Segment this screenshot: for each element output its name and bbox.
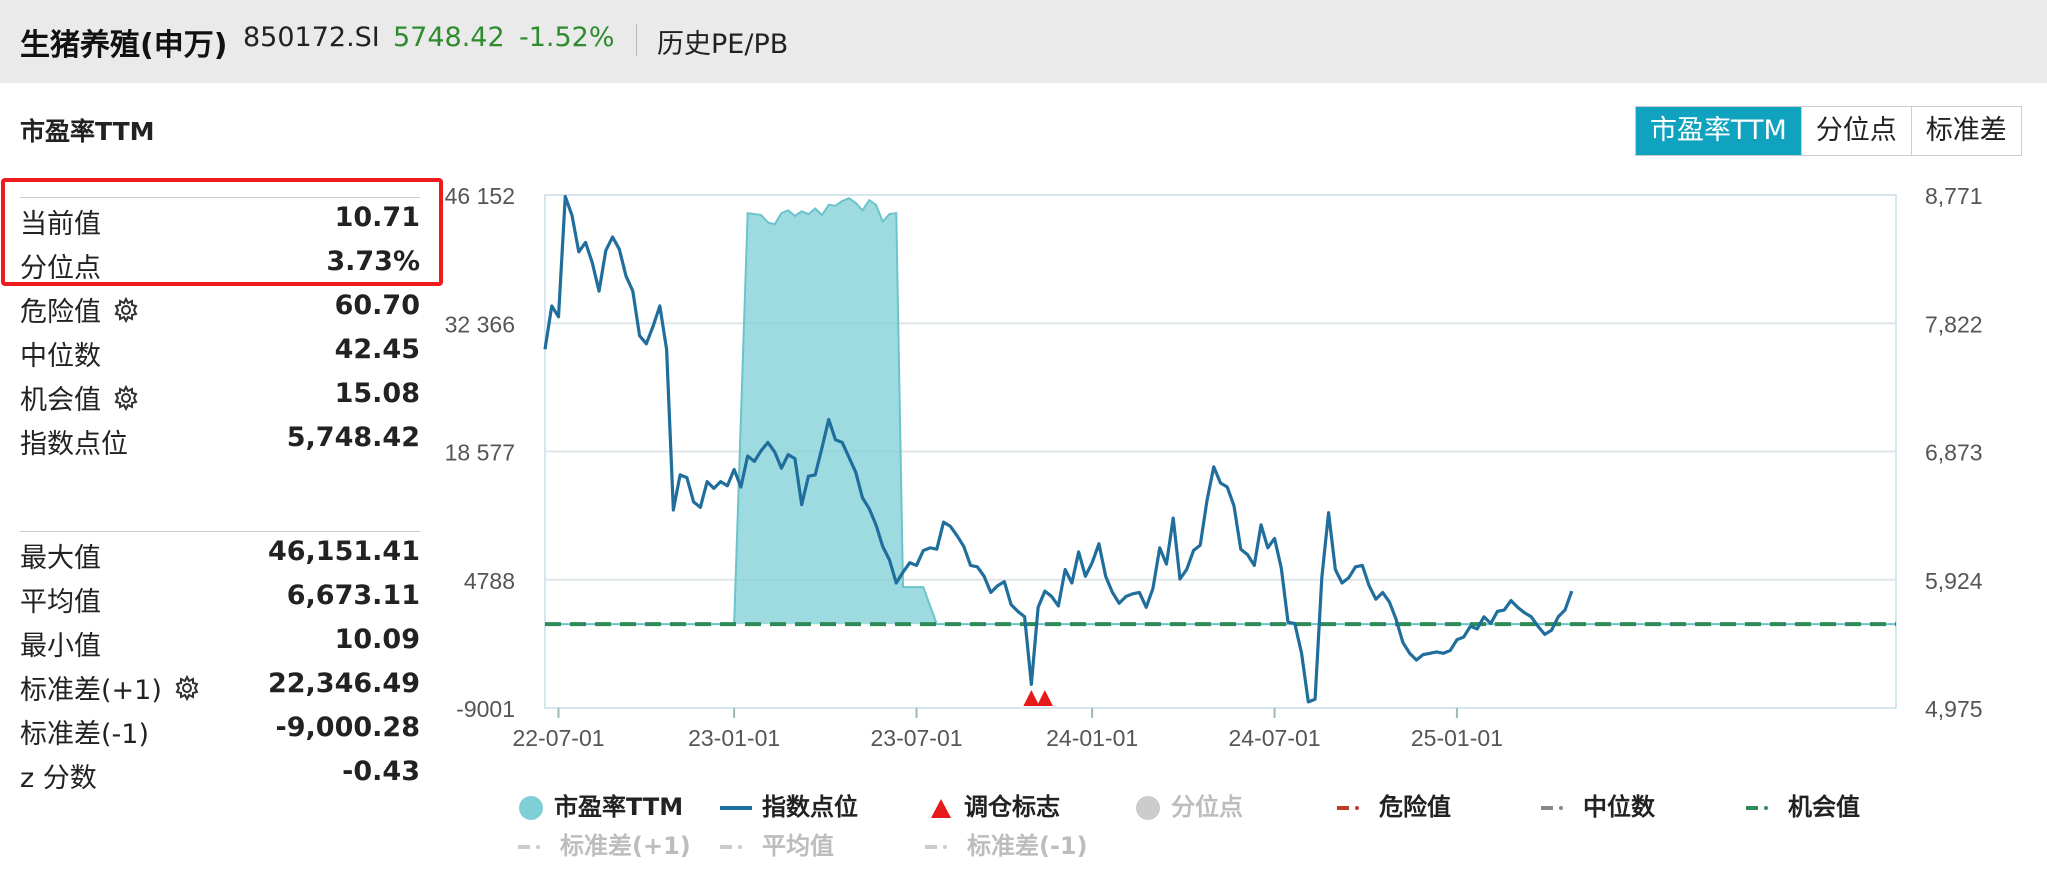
pe-area-outline (545, 197, 1897, 626)
legend-label: 分位点 (1171, 793, 1243, 821)
settings-gear-icon[interactable] (174, 674, 200, 708)
x-tick-label: 23-01-01 (688, 725, 780, 751)
stat-row: 平均值 6,673.11 (20, 576, 420, 618)
y-left-tick-label: 32 366 (445, 311, 515, 337)
rebalance-marker (1023, 690, 1040, 706)
stat-value: 10.09 (334, 624, 420, 655)
x-tick-label: 25-01-01 (1411, 725, 1503, 751)
stat-label: 危险值 (20, 290, 139, 330)
legend-label: 平均值 (762, 832, 834, 860)
y-left-tick-label: 4788 (464, 568, 515, 594)
stat-row: 标准差(-1) -9,000.28 (20, 708, 420, 750)
stat-value: 15.08 (334, 378, 420, 409)
stat-row: 当前值 10.71 (20, 198, 420, 240)
stat-value: -0.43 (342, 756, 420, 787)
stats-bottom-divider (20, 531, 420, 532)
stat-label: 指数点位 (20, 429, 128, 460)
stat-label: 标准差(-1) (20, 719, 149, 750)
legend-item[interactable]: 危险值 (1337, 787, 1451, 822)
x-tick-label: 22-07-01 (512, 725, 604, 751)
stat-row: 危险值 60.70 (20, 286, 420, 328)
tab-pe-ttm[interactable]: 市盈率TTM (1636, 107, 1801, 155)
legend-item[interactable]: 调仓标志 (928, 787, 1060, 822)
y-right-tick-label: 5,924 (1925, 568, 1983, 594)
page-subtitle[interactable]: 历史PE/PB (657, 29, 789, 60)
legend-label: 中位数 (1583, 793, 1655, 821)
stat-label: 机会值 (20, 378, 139, 418)
settings-gear-icon[interactable] (113, 296, 139, 330)
header-bar: 生猪养殖(申万) 850172.SI 5748.42 -1.52% 历史PE/P… (0, 0, 2047, 83)
stat-label: 标准差(+1) (20, 668, 200, 708)
y-left-tick-label: 46 152 (445, 183, 515, 209)
stat-value: 3.73% (326, 246, 420, 277)
stat-value: 42.45 (334, 334, 420, 365)
index-name: 生猪养殖(申万) (20, 28, 228, 63)
metric-tabs: 市盈率TTM 分位点 标准差 (1635, 106, 2022, 156)
stat-label: 平均值 (20, 587, 101, 618)
y-left-tick-label: -9001 (456, 696, 515, 722)
stat-label: 中位数 (20, 341, 101, 372)
y-right-tick-label: 6,873 (1925, 440, 1983, 466)
stat-value: 60.70 (334, 290, 420, 321)
index-line (543, 194, 1574, 704)
tab-std-dev[interactable]: 标准差 (1910, 107, 2021, 155)
legend-item[interactable]: 平均值 (720, 826, 834, 861)
legend-item[interactable]: 机会值 (1746, 787, 1860, 822)
settings-gear-icon[interactable] (113, 384, 139, 418)
stat-label: 最大值 (20, 543, 101, 574)
stat-value: 6,673.11 (286, 580, 420, 611)
y-right-tick-label: 7,822 (1925, 311, 1983, 337)
stat-label: 分位点 (20, 253, 101, 284)
stat-row: 中位数 42.45 (20, 330, 420, 372)
stat-value: 10.71 (334, 202, 420, 233)
stat-row: z 分数 -0.43 (20, 752, 420, 794)
tab-percentile[interactable]: 分位点 (1800, 107, 1911, 155)
section-title: 市盈率TTM (20, 117, 155, 146)
index-price: 5748.42 (393, 22, 505, 53)
stat-row: 标准差(+1) 22,346.49 (20, 664, 420, 706)
legend-item[interactable]: 标准差(+1) (518, 826, 691, 861)
stat-row: 机会值 15.08 (20, 374, 420, 416)
header-divider (636, 24, 637, 56)
stats-top-divider (20, 197, 420, 198)
legend-item[interactable]: 标准差(-1) (925, 826, 1088, 861)
legend-item[interactable]: 指数点位 (720, 787, 858, 822)
highlight-box (1, 178, 443, 286)
x-tick-label: 24-01-01 (1046, 725, 1138, 751)
stat-value: 5,748.42 (286, 422, 420, 453)
y-left-tick-label: 18 577 (445, 440, 515, 466)
legend-label: 指数点位 (762, 793, 858, 821)
x-tick-label: 23-07-01 (870, 725, 962, 751)
y-right-tick-label: 8,771 (1925, 183, 1983, 209)
legend-label: 机会值 (1788, 793, 1860, 821)
stat-row: 指数点位 5,748.42 (20, 418, 420, 460)
index-change: -1.52% (519, 22, 615, 53)
stat-value: -9,000.28 (275, 712, 420, 743)
stat-row: 最小值 10.09 (20, 620, 420, 662)
index-code: 850172.SI (243, 22, 380, 53)
pe-area (545, 198, 1896, 625)
legend-item[interactable]: 市盈率TTM (518, 787, 683, 822)
stat-row: 分位点 3.73% (20, 242, 420, 284)
legend-label: 危险值 (1379, 793, 1451, 821)
stat-label: 当前值 (20, 209, 101, 240)
legend-item[interactable]: 中位数 (1541, 787, 1655, 822)
legend-label: 标准差(+1) (560, 832, 691, 860)
x-tick-label: 24-07-01 (1229, 725, 1321, 751)
legend-label: 调仓标志 (964, 793, 1060, 821)
stat-label: 最小值 (20, 631, 101, 662)
stat-label: z 分数 (20, 763, 97, 794)
y-right-tick-label: 4,975 (1925, 696, 1983, 722)
stat-row: 最大值 46,151.41 (20, 532, 420, 574)
legend-item[interactable]: 分位点 (1135, 787, 1243, 822)
stat-value: 22,346.49 (267, 668, 420, 699)
legend-label: 标准差(-1) (967, 832, 1088, 860)
rebalance-marker (1036, 690, 1053, 706)
legend-label: 市盈率TTM (554, 793, 684, 821)
stat-value: 46,151.41 (267, 536, 420, 567)
